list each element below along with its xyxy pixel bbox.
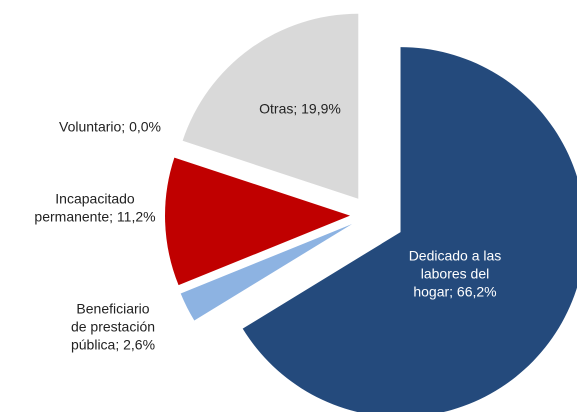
data-label: Voluntario; 0,0%: [59, 119, 161, 135]
data-label: hogar; 66,2%: [413, 284, 496, 300]
data-label: Incapacitado: [55, 191, 135, 207]
data-label: Beneficiario: [76, 301, 149, 317]
pie-slice: [182, 13, 359, 199]
pie-slice: [165, 157, 351, 286]
data-label: permanente; 11,2%: [34, 209, 155, 225]
data-label: labores del: [421, 266, 490, 282]
pie-slice: [175, 150, 352, 209]
data-label: pública; 2,6%: [71, 337, 155, 353]
data-label: de prestación: [71, 319, 155, 335]
data-label: Dedicado a las: [409, 248, 502, 264]
data-label: Otras; 19,9%: [259, 101, 341, 117]
pie-slice: [242, 47, 577, 412]
pie-slice: [180, 224, 353, 321]
